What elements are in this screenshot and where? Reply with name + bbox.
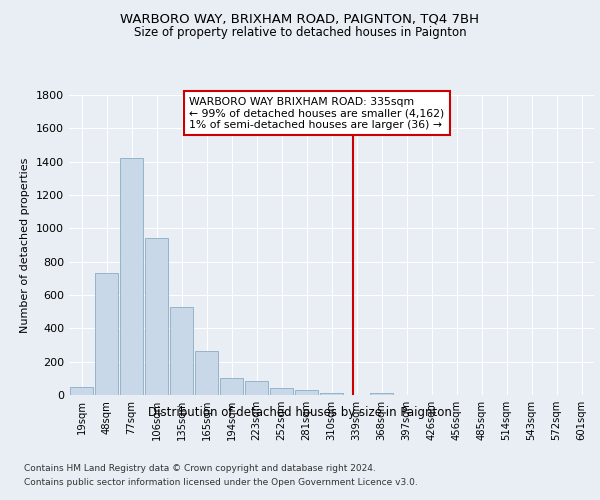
Bar (70, 386, 93, 395)
Bar (295, 390, 318, 395)
Bar (245, 381, 268, 395)
Bar (95, 274, 118, 395)
Text: WARBORO WAY BRIXHAM ROAD: 335sqm
← 99% of detached houses are smaller (4,162)
1%: WARBORO WAY BRIXHAM ROAD: 335sqm ← 99% o… (189, 96, 444, 130)
Bar (195, 351, 218, 395)
Y-axis label: Number of detached properties: Number of detached properties (20, 158, 31, 332)
Text: Distribution of detached houses by size in Paignton: Distribution of detached houses by size … (148, 406, 452, 419)
Bar (320, 394, 343, 395)
Bar (220, 378, 243, 395)
Bar (145, 238, 168, 395)
Text: Contains HM Land Registry data © Crown copyright and database right 2024.: Contains HM Land Registry data © Crown c… (24, 464, 376, 473)
Text: Contains public sector information licensed under the Open Government Licence v3: Contains public sector information licen… (24, 478, 418, 487)
Text: Size of property relative to detached houses in Paignton: Size of property relative to detached ho… (134, 26, 466, 39)
Bar (370, 392, 393, 395)
Bar (170, 306, 193, 395)
Text: WARBORO WAY, BRIXHAM ROAD, PAIGNTON, TQ4 7BH: WARBORO WAY, BRIXHAM ROAD, PAIGNTON, TQ4… (121, 12, 479, 26)
Bar (270, 388, 293, 395)
Bar (120, 158, 143, 395)
